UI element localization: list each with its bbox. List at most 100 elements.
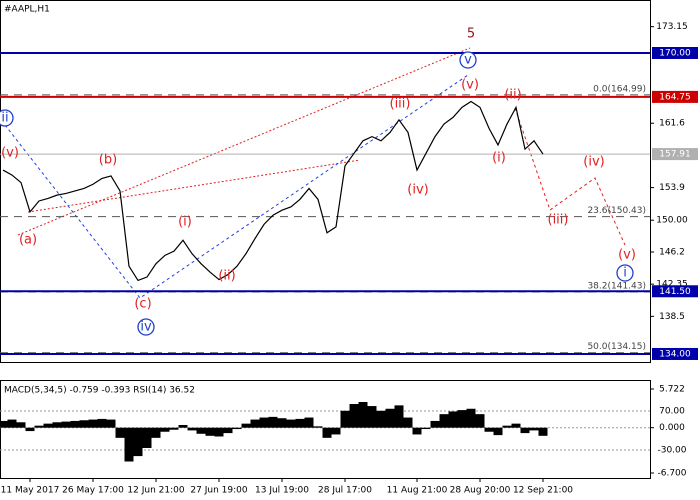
wave-label: iv xyxy=(140,320,152,335)
x-tick-label: 28 Aug 20:00 xyxy=(450,486,511,496)
macd-bar xyxy=(295,418,305,428)
wave-line xyxy=(4,74,469,299)
macd-bar xyxy=(169,427,179,430)
macd-bar xyxy=(43,423,53,428)
macd-bar xyxy=(331,427,341,435)
x-tick-label: 28 Jul 17:00 xyxy=(318,486,372,496)
fib-label: 23.6(150.43) xyxy=(587,206,646,216)
indicator-panel xyxy=(0,380,651,479)
macd-bar xyxy=(457,410,467,428)
y-tick-label: 138.5 xyxy=(659,312,685,322)
macd-bar xyxy=(61,421,71,428)
macd-bar xyxy=(133,427,143,457)
x-tick-label: 26 May 17:00 xyxy=(62,486,124,496)
macd-bar xyxy=(16,422,26,428)
trend-line xyxy=(27,159,361,213)
macd-bar xyxy=(187,427,197,431)
wave-label: 5 xyxy=(467,27,475,42)
level-label: 141.50 xyxy=(659,287,691,297)
macd-bar xyxy=(385,408,395,428)
macd-bar xyxy=(421,427,431,430)
level-label: 134.00 xyxy=(659,349,691,359)
macd-bar xyxy=(313,426,323,428)
macd-bar xyxy=(511,423,521,428)
x-tick-label: 27 Jun 19:00 xyxy=(190,486,247,496)
y2-tick-label: -30.00 xyxy=(657,445,686,455)
y-tick-label: 153.9 xyxy=(659,183,685,193)
indicator-title: MACD(5,34,5) -0.759 -0.393 RSI(14) 36.52 xyxy=(4,386,195,396)
macd-bar xyxy=(538,427,548,436)
wave-label: (v) xyxy=(461,78,479,93)
macd-bar xyxy=(340,410,350,428)
macd-bar xyxy=(520,427,530,434)
macd-bar xyxy=(97,418,107,428)
macd-bar xyxy=(7,419,17,428)
wave-label: v xyxy=(464,53,472,68)
macd-bar xyxy=(412,427,422,435)
macd-bar xyxy=(367,406,377,428)
macd-bar xyxy=(304,417,314,428)
macd-bar xyxy=(502,425,512,428)
y2-tick-label: 70.00 xyxy=(659,406,685,416)
macd-bar xyxy=(286,419,296,428)
macd-bar xyxy=(124,427,134,462)
macd-bar xyxy=(259,417,269,428)
current-price-label: 157.91 xyxy=(659,150,691,160)
macd-bar xyxy=(376,410,386,428)
y-tick-label: -6.700 xyxy=(657,469,686,479)
macd-bar xyxy=(115,427,125,438)
macd-bar xyxy=(232,427,242,430)
macd-bar xyxy=(439,414,449,428)
macd-bar xyxy=(52,422,62,428)
wave-label: ii xyxy=(1,111,8,126)
macd-bar xyxy=(0,420,8,428)
macd-bar xyxy=(223,427,233,434)
wave-circle xyxy=(137,318,155,336)
wave-label: (ii) xyxy=(504,88,521,103)
wave-label: (iii) xyxy=(390,97,411,112)
macd-bar xyxy=(34,425,44,428)
macd-bar xyxy=(79,420,89,428)
macd-bar xyxy=(277,418,287,428)
symbol-title: #AAPL,H1 xyxy=(4,5,50,15)
macd-bar xyxy=(466,408,476,428)
macd-bar xyxy=(25,427,35,432)
macd-bar xyxy=(358,401,368,428)
macd-bar xyxy=(178,424,188,428)
macd-bar xyxy=(196,427,206,434)
y-tick-label: 146.2 xyxy=(659,247,685,257)
macd-bar xyxy=(475,414,485,428)
wave-label: (iv) xyxy=(407,183,428,198)
wave-label: (b) xyxy=(99,153,117,168)
wave-label: (ii) xyxy=(218,269,235,284)
macd-bar xyxy=(322,427,332,438)
forecast-line xyxy=(514,107,626,246)
wave-circle xyxy=(616,264,634,282)
macd-bar xyxy=(268,416,278,428)
trend-line xyxy=(17,47,471,236)
wave-label: i xyxy=(623,266,627,281)
fib-label: 38.2(141.43) xyxy=(587,281,646,291)
macd-bar xyxy=(529,427,539,431)
x-tick-label: 11 Aug 21:00 xyxy=(387,486,448,496)
level-box xyxy=(652,90,698,103)
level-box xyxy=(652,47,698,60)
y-tick-label: 161.6 xyxy=(659,119,685,129)
macd-bar xyxy=(160,427,170,432)
wave-label: (v) xyxy=(1,146,19,161)
y-tick-label: 142.35 xyxy=(656,280,688,290)
x-tick-label: 13 Jul 19:00 xyxy=(255,486,309,496)
macd-bar xyxy=(214,427,224,437)
macd-bar xyxy=(70,420,80,428)
macd-bar xyxy=(403,417,413,428)
price-panel xyxy=(0,0,651,363)
level-label: 170.00 xyxy=(659,49,691,59)
current-price-box xyxy=(652,148,698,161)
wave-label: (a) xyxy=(19,233,37,248)
fib-label: 50.0(134.15) xyxy=(587,342,646,352)
macd-bar xyxy=(430,420,440,428)
macd-bar xyxy=(448,411,458,428)
wave-label: (iii) xyxy=(548,213,569,228)
level-box xyxy=(652,347,698,360)
